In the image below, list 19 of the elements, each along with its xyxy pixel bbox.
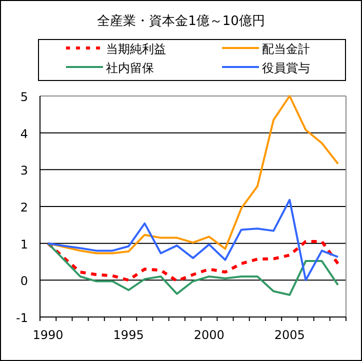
y-tick-label: 4	[20, 126, 28, 141]
legend-label: 当期純利益	[106, 42, 166, 56]
y-tick-label: 1	[20, 237, 28, 252]
x-tick-label: 2005	[274, 328, 305, 342]
x-tick-label: 1995	[113, 328, 144, 342]
line-series	[47, 198, 339, 282]
line-series	[47, 242, 339, 296]
y-tick-label: 3	[20, 164, 28, 178]
legend-label: 役員賞与	[262, 61, 310, 75]
y-tick-label: -1	[16, 311, 28, 325]
x-tick-label: 1990	[32, 328, 64, 342]
y-tick-label: 2	[20, 200, 28, 214]
x-tick-label: 2000	[194, 328, 224, 342]
y-tick-label: 0	[20, 274, 28, 288]
y-tick-label: 5	[20, 90, 28, 104]
line-series	[46, 240, 340, 282]
chart-title: 全産業・資本金1億～10億円	[97, 13, 265, 29]
legend-label: 配当金計	[262, 42, 310, 56]
legend-label: 社内留保	[106, 61, 154, 75]
